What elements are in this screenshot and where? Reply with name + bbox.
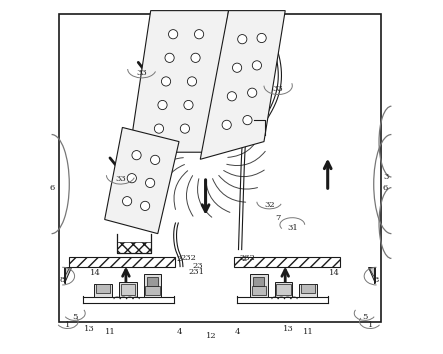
Text: 1: 1 [65,321,70,329]
Text: 1: 1 [368,321,373,329]
Circle shape [194,30,204,39]
Circle shape [123,196,132,206]
Text: 232: 232 [239,254,255,262]
Text: 6: 6 [50,184,55,192]
Circle shape [161,77,171,86]
Circle shape [227,92,237,101]
Bar [117,242,151,253]
Text: 31: 31 [287,224,298,232]
Text: 3: 3 [384,173,389,181]
Text: 33: 33 [273,85,284,93]
Bar [145,286,159,295]
Bar [234,257,340,267]
Text: 32: 32 [264,201,275,209]
Circle shape [180,124,190,133]
Circle shape [233,63,242,72]
Bar [119,282,136,297]
Circle shape [151,155,160,165]
Circle shape [248,88,257,97]
Text: 11: 11 [303,328,314,336]
Polygon shape [105,127,179,234]
Circle shape [187,77,197,86]
Circle shape [158,101,167,110]
Text: 2: 2 [176,255,182,263]
Bar [147,277,158,286]
Text: 12: 12 [206,332,217,339]
Bar [96,284,110,293]
Bar [252,286,266,295]
Text: 232: 232 [181,254,197,262]
Text: 4: 4 [176,328,182,336]
Circle shape [165,53,174,62]
Text: 13: 13 [85,325,95,332]
Bar [120,284,135,295]
Circle shape [243,115,252,125]
Text: 23: 23 [193,262,203,269]
Text: 8: 8 [374,276,379,284]
Text: 231: 231 [188,268,204,276]
Circle shape [145,178,155,188]
Polygon shape [369,267,376,283]
Bar [301,284,315,293]
Bar [69,257,175,267]
Bar [253,277,264,286]
Text: 5: 5 [362,313,368,321]
Circle shape [132,150,141,160]
Bar [144,274,161,297]
Circle shape [168,30,178,39]
Text: 33: 33 [136,69,147,76]
Polygon shape [64,267,71,283]
Bar [299,284,317,297]
Bar [94,284,112,297]
Polygon shape [129,11,229,152]
Text: 7: 7 [276,214,281,222]
Polygon shape [200,11,285,159]
Text: 14: 14 [90,269,101,277]
Text: 33: 33 [115,175,126,183]
Circle shape [184,101,193,110]
Text: 11: 11 [105,328,115,336]
Text: 14: 14 [329,269,340,277]
Circle shape [253,61,261,70]
Bar [58,14,381,322]
Text: 2: 2 [241,255,246,263]
Circle shape [140,201,150,211]
Circle shape [154,124,163,133]
Bar [275,282,292,297]
Circle shape [237,35,247,44]
Text: 8: 8 [59,276,65,284]
Bar [250,274,268,297]
Circle shape [257,33,266,42]
Circle shape [222,120,231,130]
Text: 5: 5 [72,313,77,321]
Circle shape [191,53,200,62]
Text: 4: 4 [235,328,240,336]
Circle shape [127,173,136,183]
Bar [276,284,291,295]
Text: 6: 6 [382,184,388,192]
Text: 13: 13 [283,325,293,332]
